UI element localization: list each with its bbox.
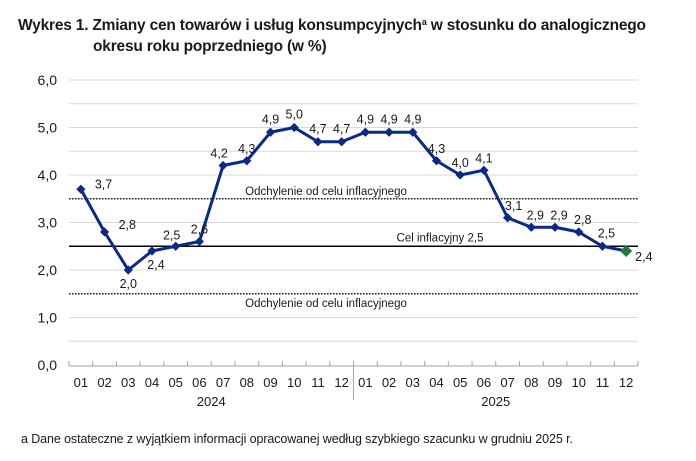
data-label: 4,7 (309, 122, 326, 136)
title-footnote-marker: a (421, 17, 427, 27)
target-line-label: Cel inflacyjny 2,5 (397, 232, 484, 244)
lower-band-label: Odchylenie od celu inflacyjnego (245, 298, 407, 310)
chart-title-main: Wykres 1. Zmiany cen towarów i usług kon… (18, 17, 422, 34)
data-label: 2,9 (550, 208, 567, 222)
data-labels: 3,7 2,8 2,0 2,4 2,5 2,6 4,2 4,3 4,9 5,0 4,7 4,7 4,9 4… (95, 108, 653, 292)
y-tick-label: 1,0 (38, 310, 58, 326)
data-point (194, 236, 204, 247)
data-point (218, 160, 228, 171)
chart-title-continued: w stosunku do analogicznego (426, 17, 646, 34)
data-point (597, 241, 608, 251)
x-tick-label: 07 (500, 375, 514, 390)
data-label: 4,9 (357, 112, 374, 126)
x-tick-label: 08 (240, 375, 254, 390)
data-point (242, 156, 252, 166)
data-point (337, 137, 347, 147)
data-label: 4,7 (333, 122, 350, 136)
x-tick-label: 08 (524, 375, 538, 390)
y-tick-label: 4,0 (38, 167, 58, 183)
data-point (574, 227, 584, 237)
reference-lines: Cel inflacyjny 2,5 Odchylenie od celu inf… (69, 186, 638, 310)
data-point (265, 127, 276, 137)
data-label: 2,0 (120, 277, 137, 291)
footnote: a Dane ostateczne z wyjątkiem informacji… (21, 432, 573, 446)
y-tick-label: 6,0 (38, 72, 58, 88)
x-tick-label: 06 (477, 375, 491, 390)
x-tick-label: 10 (571, 375, 585, 390)
data-point (123, 265, 133, 275)
data-point (76, 184, 86, 194)
data-point (171, 241, 181, 251)
y-tick-label: 3,0 (38, 215, 58, 231)
year-label: 2025 (481, 394, 510, 409)
data-point (503, 213, 513, 223)
data-point (360, 127, 370, 137)
y-tick-label: 0,0 (38, 357, 58, 373)
x-tick-label: 06 (192, 375, 206, 390)
data-point (99, 227, 110, 237)
data-label: 4,9 (262, 112, 279, 126)
y-axis: 0,0 1,0 2,0 3,0 4,0 5,0 6,0 (38, 72, 58, 373)
upper-band-label: Odchylenie od celu inflacyjnego (245, 186, 407, 198)
x-tick-label: 02 (97, 375, 111, 390)
x-tick-label: 12 (619, 375, 633, 390)
data-point (431, 156, 442, 166)
data-point (479, 165, 489, 175)
y-tick-label: 2,0 (38, 262, 58, 278)
data-label: 4,3 (428, 142, 445, 156)
data-label: 2,8 (119, 218, 136, 232)
data-label: 2,4 (635, 250, 652, 264)
data-label: 2,5 (163, 228, 180, 242)
data-label: 4,9 (404, 112, 421, 126)
data-label: 4,9 (380, 112, 397, 126)
year-label: 2024 (197, 394, 226, 409)
data-point (526, 222, 536, 232)
data-point (384, 127, 394, 137)
data-point (147, 246, 157, 256)
data-label: 4,0 (451, 156, 468, 170)
data-point (550, 222, 560, 232)
series-cpi (76, 122, 633, 275)
data-label: 2,8 (574, 213, 591, 227)
x-axis: 01 02 03 04 05 06 07 08 09 10 11 12 01 02 03 04 05 06 07 08… (68, 361, 639, 409)
data-label: 4,3 (238, 142, 255, 156)
x-tick-label: 07 (216, 375, 230, 390)
x-tick-label: 03 (121, 375, 135, 390)
data-point (455, 170, 465, 180)
x-tick-label: 04 (429, 375, 443, 390)
data-label: 2,5 (598, 226, 615, 240)
data-label: 3,1 (505, 199, 522, 213)
x-tick-label: 11 (596, 375, 610, 390)
data-label: 4,2 (210, 147, 227, 161)
chart-title-line2: okresu roku poprzedniego (w %) (93, 38, 327, 55)
data-point (408, 127, 418, 137)
y-tick-label: 5,0 (38, 120, 58, 136)
data-point (313, 137, 323, 147)
data-label: 5,0 (286, 108, 303, 122)
data-label: 2,4 (147, 258, 164, 272)
x-tick-label: 05 (168, 375, 182, 390)
x-tick-label: 09 (263, 375, 277, 390)
chart-title: Wykres 1. Zmiany cen towarów i usług kon… (18, 12, 688, 57)
x-tick-label: 01 (358, 375, 372, 390)
x-tick-label: 09 (548, 375, 562, 390)
data-label: 2,9 (527, 208, 544, 222)
x-tick-label: 01 (74, 375, 88, 390)
data-label: 2,6 (191, 223, 208, 237)
x-tick-label: 10 (287, 375, 301, 390)
x-tick-label: 03 (406, 375, 420, 390)
x-tick-label: 02 (382, 375, 396, 390)
x-tick-label: 04 (145, 375, 159, 390)
data-point-highlight (620, 245, 633, 257)
x-tick-label: 12 (334, 375, 348, 390)
data-point (289, 122, 299, 133)
x-tick-label: 11 (311, 375, 325, 390)
data-label: 4,1 (475, 151, 492, 165)
x-tick-label: 05 (453, 375, 467, 390)
data-label: 3,7 (95, 177, 112, 191)
